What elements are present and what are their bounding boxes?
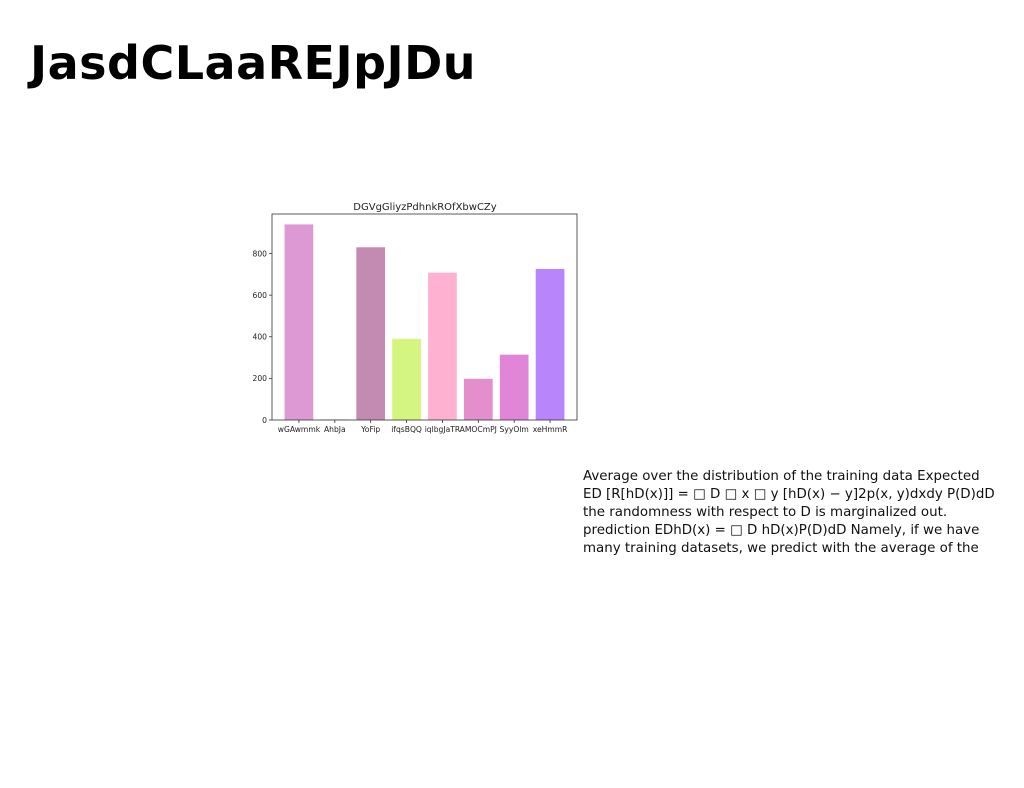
y-tick-label: 400 xyxy=(253,333,268,342)
x-tick-label: SyyOlm xyxy=(500,425,529,434)
bar-wGAwmmk xyxy=(284,224,314,420)
bar-iqlbgJaTR xyxy=(428,272,457,420)
paragraph-line: ED [R[hD(x)]] = □ D □ x □ y [hD(x) − y]2… xyxy=(583,487,995,502)
x-tick-label: AMOCmPJ xyxy=(460,425,497,434)
y-tick-label: 600 xyxy=(253,291,268,300)
x-tick-label: xeHmmR xyxy=(533,425,568,434)
x-tick-label: YoFip xyxy=(360,425,380,434)
paragraph-line: prediction EDhD(x) = □ D hD(x)P(D)dD Nam… xyxy=(583,523,980,538)
paragraph-line: Average over the distribution of the tra… xyxy=(583,469,980,484)
bar-chart: DGVgGliyzPdhnkROfXbwCZy 0 200 400 600 800 wG… xyxy=(240,195,585,440)
body-paragraph: Average over the distribution of the tra… xyxy=(583,468,1013,558)
bar-chart-svg: DGVgGliyzPdhnkROfXbwCZy 0 200 400 600 800 wG… xyxy=(253,202,578,434)
x-tick-label: AhbJa xyxy=(324,425,346,434)
bar-xeHmmR xyxy=(535,268,565,420)
bars-layer xyxy=(284,224,565,420)
bar-SyyOlm xyxy=(499,354,529,420)
x-tick-label: wGAwmmk xyxy=(278,425,321,434)
x-tick-label: iqlbgJaTR xyxy=(425,425,461,434)
chart-title: DGVgGliyzPdhnkROfXbwCZy xyxy=(353,202,497,213)
paragraph-line: many training datasets, we predict with … xyxy=(583,541,979,556)
y-tick-label: 0 xyxy=(262,416,267,425)
plot-frame xyxy=(271,213,578,421)
x-tick-label: ifqsBQQ xyxy=(391,425,422,434)
x-axis: wGAwmmk AhbJa YoFip ifqsBQQ iqlbgJaTR AMOCmPJ… xyxy=(278,420,568,434)
y-tick-label: 200 xyxy=(253,374,268,383)
bar-AMOCmPJ xyxy=(463,378,493,420)
paragraph-line: the randomness with respect to D is marg… xyxy=(583,505,948,520)
y-tick-label: 800 xyxy=(253,249,268,258)
bar-ifqsBQQ xyxy=(392,338,421,420)
page-title: JasdCLaaREJpJDu xyxy=(30,36,477,90)
bar-YoFip xyxy=(356,247,386,420)
y-axis: 0 200 400 600 800 xyxy=(253,249,272,425)
